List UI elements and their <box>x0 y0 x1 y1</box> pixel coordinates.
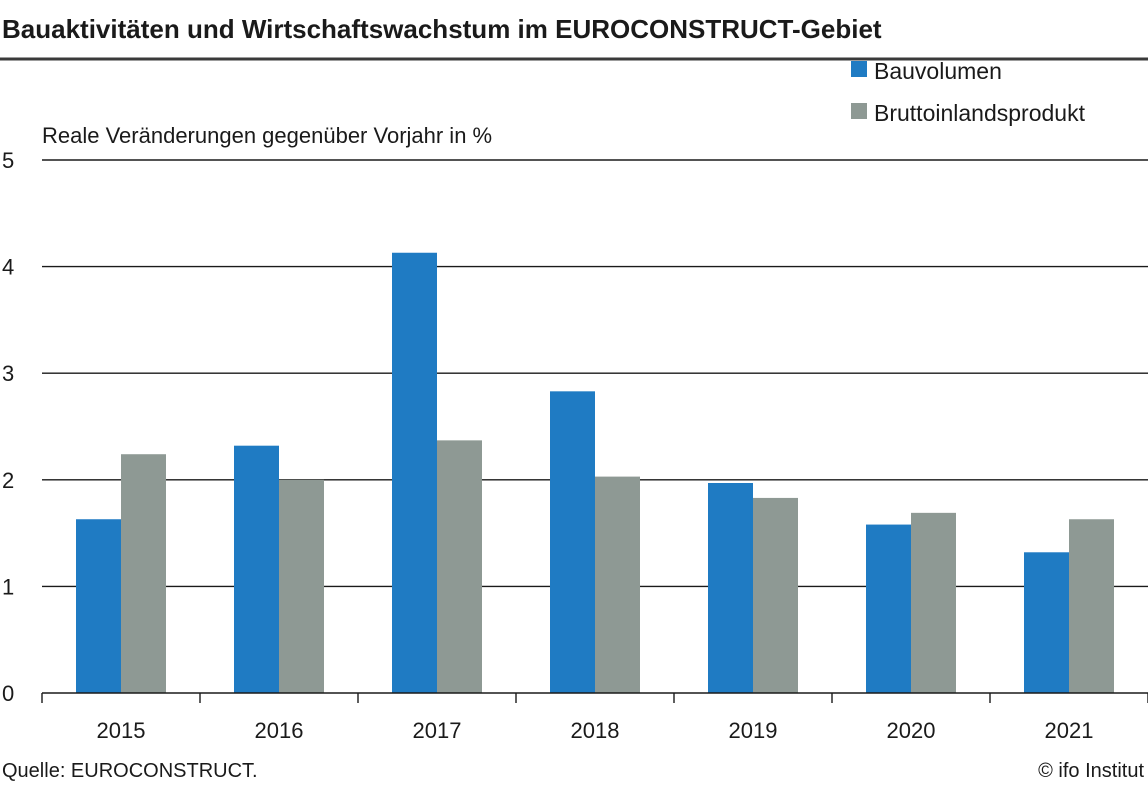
y-tick-label: 3 <box>2 361 14 386</box>
bar-bauvolumen-2018 <box>550 391 595 693</box>
x-tick-label: 2015 <box>97 718 146 743</box>
y-tick-label: 2 <box>2 468 14 493</box>
y-tick-labels: 0 1 2 3 4 5 <box>2 148 14 706</box>
x-tick-label: 2019 <box>729 718 778 743</box>
source-note: Quelle: EUROCONSTRUCT. <box>2 760 258 782</box>
copyright-note: © ifo Institut <box>1038 760 1144 782</box>
legend-swatch-bruttoinlandsprodukt <box>851 103 867 119</box>
y-tick-label: 4 <box>2 255 14 280</box>
bar-bauvolumen-2015 <box>76 519 121 693</box>
legend-swatch-bauvolumen <box>851 61 867 77</box>
bar-bauvolumen-2021 <box>1024 552 1069 693</box>
y-tick-label: 1 <box>2 574 14 599</box>
y-axis-label: Reale Veränderungen gegenüber Vorjahr in… <box>42 123 492 148</box>
legend-label-bauvolumen: Bauvolumen <box>874 58 1002 84</box>
bar-bruttoinlandsprodukt-2020 <box>911 512 956 693</box>
legend: Bauvolumen Bruttoinlandsprodukt <box>851 58 1086 126</box>
bar-bruttoinlandsprodukt-2019 <box>753 497 798 693</box>
x-tick-label: 2017 <box>413 718 462 743</box>
chart-title: Bauaktivitäten und Wirtschaftswachstum i… <box>2 14 882 44</box>
bar-bauvolumen-2019 <box>708 482 753 693</box>
x-tick-label: 2016 <box>255 718 304 743</box>
y-tick-label: 5 <box>2 148 14 173</box>
bar-bauvolumen-2016 <box>234 445 279 693</box>
bar-bauvolumen-2020 <box>866 524 911 693</box>
legend-label-bruttoinlandsprodukt: Bruttoinlandsprodukt <box>874 100 1086 126</box>
y-tick-label: 0 <box>2 681 14 706</box>
x-tick-label: 2020 <box>887 718 936 743</box>
x-tick-label: 2021 <box>1045 718 1094 743</box>
x-tick-label: 2018 <box>571 718 620 743</box>
bar-bruttoinlandsprodukt-2021 <box>1069 519 1114 693</box>
x-axis: 2015 2016 2017 2018 2019 2020 2021 <box>41 692 1148 743</box>
bar-bruttoinlandsprodukt-2017 <box>437 440 482 693</box>
bar-bruttoinlandsprodukt-2018 <box>595 476 640 693</box>
bars <box>76 252 1114 693</box>
bar-bruttoinlandsprodukt-2016 <box>279 479 324 693</box>
bar-bauvolumen-2017 <box>392 252 437 693</box>
bar-bruttoinlandsprodukt-2015 <box>121 454 166 693</box>
